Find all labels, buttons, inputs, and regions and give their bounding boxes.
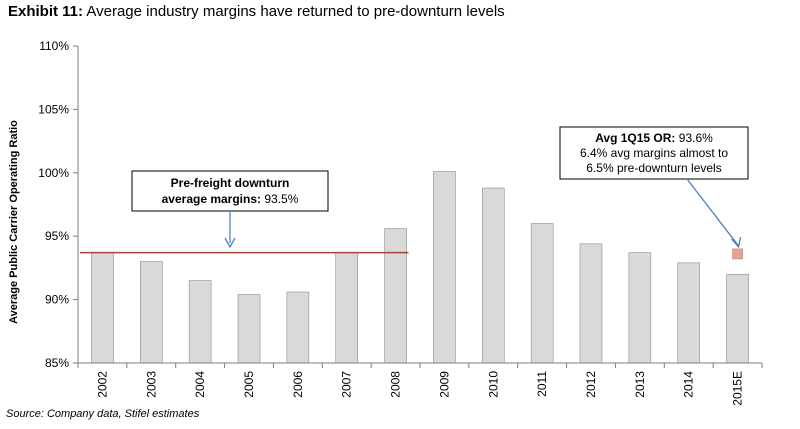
bar-2004 <box>188 280 212 364</box>
bar-2015E <box>726 273 749 364</box>
source-note: Source: Company data, Stifel estimates <box>6 408 200 420</box>
y-tick-label: 110% <box>39 39 69 53</box>
q1-arrowhead <box>731 236 742 249</box>
y-tick-label: 90% <box>45 293 69 307</box>
bar-2014 <box>677 262 701 364</box>
exhibit-number: Exhibit 11: <box>8 3 84 20</box>
bar-series <box>91 171 749 364</box>
downturn-callout-box <box>131 170 329 212</box>
x-tick-label: 2011 <box>535 371 549 397</box>
bar-2009 <box>433 171 456 364</box>
x-tick-label: 2012 <box>584 371 598 398</box>
chart-title: Exhibit 11: Average industry margins hav… <box>8 3 505 20</box>
x-tick-label: 2004 <box>193 371 207 398</box>
downturn-callout-line2: average margins: 93.5% <box>162 192 299 206</box>
q1-2015-marker <box>732 248 743 260</box>
x-tick-label: 2008 <box>389 371 403 398</box>
x-tick-label: 2007 <box>340 371 354 398</box>
x-tick-label: 2015E <box>731 371 745 406</box>
q1-callout-line1: Avg 1Q15 OR: 93.6% <box>595 131 713 145</box>
x-tick-label: 2010 <box>486 371 500 398</box>
downturn-callout-line1: Pre-freight downturn <box>171 176 290 190</box>
title-text: Average industry margins have returned t… <box>86 3 505 20</box>
x-tick-label: 2013 <box>633 371 647 398</box>
y-axis-label: Average Public Carrier Operating Ratio <box>8 120 20 324</box>
x-tick-label: 2003 <box>144 371 158 398</box>
bar-chart: 85%90%95%100%105%110% 2002 2003 2004 2005 20… <box>8 39 763 406</box>
q1-callout-box <box>559 126 749 180</box>
x-tick-label: 2005 <box>242 371 256 398</box>
y-tick-label: 95% <box>45 229 69 243</box>
x-tick-label: 2009 <box>437 371 451 398</box>
x-tick-label: 2006 <box>291 371 305 398</box>
bar-2013 <box>628 252 652 364</box>
bar-2010 <box>481 187 505 364</box>
bar-2011 <box>530 223 554 364</box>
bar-2002 <box>91 252 114 364</box>
y-tick-label: 105% <box>38 102 69 116</box>
y-tick-label: 100% <box>38 166 69 180</box>
q1-arrow <box>686 178 740 247</box>
x-axis: 2002 2003 2004 2005 2006 2007 2008 2009 2010 2011… <box>77 362 763 406</box>
q1-callout-line2: 6.4% avg margins almost to <box>580 146 728 160</box>
bar-2006 <box>286 291 310 364</box>
y-tick-label: 85% <box>45 356 69 370</box>
bar-2008 <box>384 228 407 364</box>
annotations-layer: Pre-freight downturn average margins: 93.… <box>80 126 749 260</box>
bar-2012 <box>579 243 603 364</box>
x-tick-label: 2014 <box>682 371 696 398</box>
bar-2005 <box>237 294 261 364</box>
q1-callout-line3: 6.5% pre-downturn levels <box>586 161 721 175</box>
x-tick-label: 2002 <box>95 371 109 398</box>
y-axis: 85% 90% 95% 100% 105% 110% <box>38 39 79 370</box>
bar-2007 <box>335 252 359 364</box>
bar-2003 <box>139 261 163 364</box>
downturn-arrowhead <box>224 237 236 249</box>
